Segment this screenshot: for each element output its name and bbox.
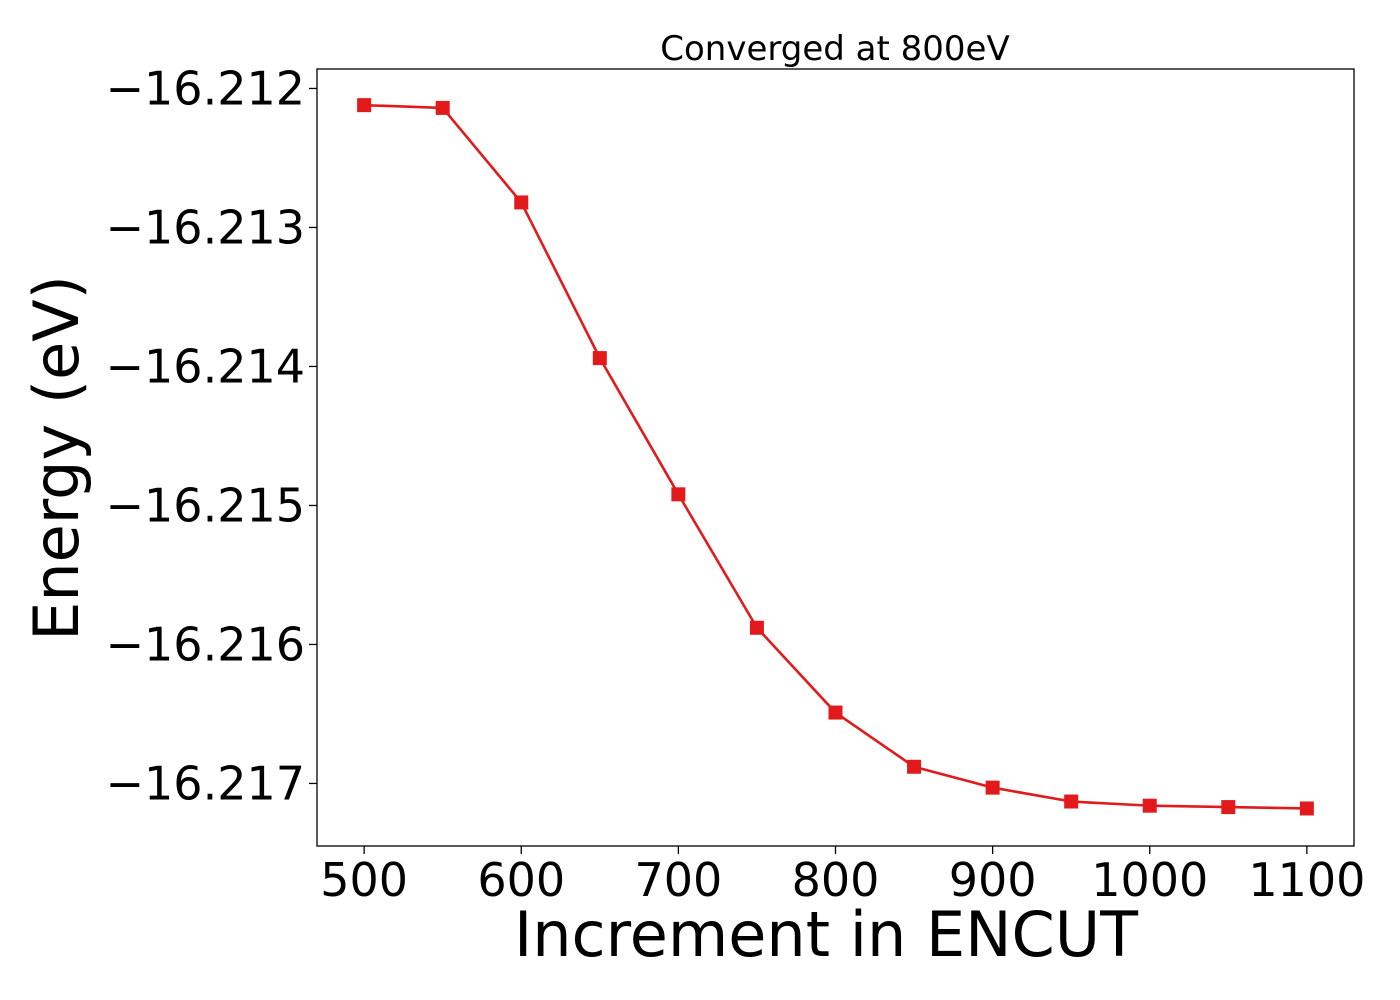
- x-tick-label: 1000: [1091, 853, 1208, 907]
- series-layer: [357, 98, 1314, 816]
- x-tick-label: 600: [477, 853, 565, 907]
- y-tick-label: −16.215: [106, 478, 306, 532]
- y-axis-label: Energy (eV): [20, 275, 93, 641]
- x-tick-label: 900: [949, 853, 1037, 907]
- data-point-marker: [749, 620, 764, 635]
- data-point-marker: [435, 100, 450, 115]
- series-line: [364, 103, 1307, 810]
- x-axis-label: Increment in ENCUT: [514, 898, 1139, 971]
- y-tick-label: −16.213: [106, 200, 306, 254]
- data-point-marker: [592, 351, 607, 366]
- y-tick-label: −16.214: [106, 339, 306, 393]
- x-tick-label: 1100: [1248, 853, 1365, 907]
- data-point-marker: [671, 487, 686, 502]
- data-point-marker: [1299, 801, 1314, 816]
- x-axis-ticks: 500 600 700 800 900 1000 1100: [320, 846, 1365, 907]
- y-tick-label: −16.212: [106, 61, 306, 115]
- data-point-marker: [907, 759, 922, 774]
- plot-frame: [316, 68, 1355, 847]
- y-tick-label: −16.216: [106, 617, 306, 671]
- data-point-marker: [985, 780, 1000, 795]
- y-axis-ticks: −16.212 −16.213 −16.214 −16.215 −16.216 −16.2…: [106, 61, 317, 810]
- data-point-marker: [514, 195, 529, 210]
- x-tick-label: 800: [792, 853, 880, 907]
- y-tick-label: −16.217: [106, 756, 306, 810]
- data-point-marker: [1064, 794, 1079, 809]
- data-point-marker: [1142, 798, 1157, 813]
- data-point-marker: [1221, 800, 1236, 815]
- data-point-marker: [357, 98, 372, 113]
- x-tick-label: 700: [634, 853, 722, 907]
- data-point-marker: [828, 705, 843, 720]
- chart-title: Converged at 800eV: [660, 29, 1009, 69]
- x-tick-label: 500: [320, 853, 408, 907]
